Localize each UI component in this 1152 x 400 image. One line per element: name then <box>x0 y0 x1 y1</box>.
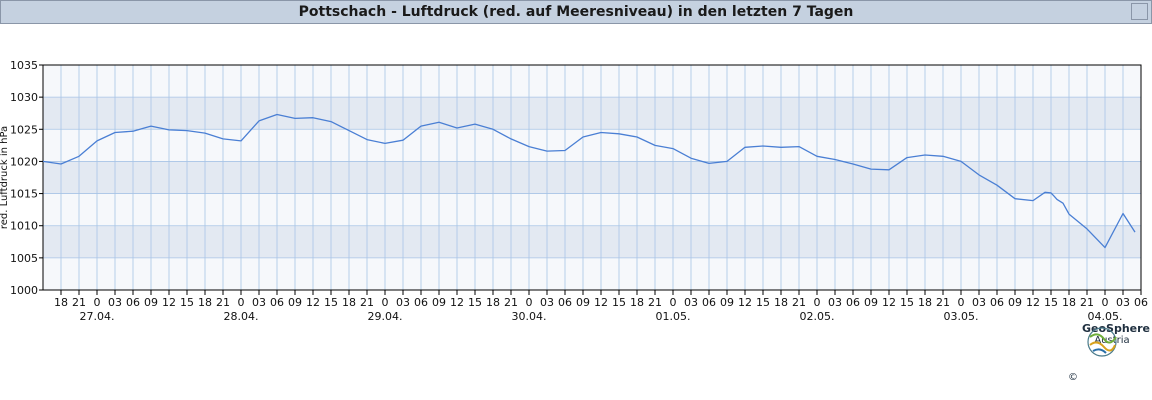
x-tick-label: 18 <box>342 296 356 309</box>
y-tick-label: 1015 <box>10 188 38 201</box>
title-bar: Pottschach - Luftdruck (red. auf Meeresn… <box>0 0 1152 24</box>
pressure-series-line <box>42 113 1136 249</box>
plot-frame <box>42 64 1142 291</box>
x-tick-label: 15 <box>468 296 482 309</box>
x-tick-label: 12 <box>882 296 896 309</box>
x-tick-label: 18 <box>54 296 68 309</box>
x-tick-label: 18 <box>774 296 788 309</box>
x-tick-label: 0 <box>94 296 101 309</box>
x-tick-label: 0 <box>238 296 245 309</box>
x-tick-label: 15 <box>900 296 914 309</box>
x-tick-label: 15 <box>1044 296 1058 309</box>
geosphere-logo: GeoSphere Austria <box>1082 322 1151 357</box>
x-tick-label: 12 <box>1026 296 1040 309</box>
copyright-symbol: © <box>1068 372 1078 383</box>
band <box>43 225 1141 258</box>
x-tick-label: 12 <box>738 296 752 309</box>
x-tick-label: 0 <box>814 296 821 309</box>
x-tick-label: 09 <box>1008 296 1022 309</box>
x-tick-label: 03 <box>108 296 122 309</box>
x-tick-label: 03 <box>396 296 410 309</box>
x-tick-label: 03 <box>540 296 554 309</box>
date-label: 04.05. <box>1088 310 1123 323</box>
x-tick-label: 21 <box>360 296 374 309</box>
x-tick-label: 03 <box>684 296 698 309</box>
y-tick-label: 1020 <box>10 155 38 168</box>
x-tick-label: 21 <box>1080 296 1094 309</box>
x-tick-label: 21 <box>936 296 950 309</box>
x-tick-label: 06 <box>558 296 572 309</box>
x-tick-label: 09 <box>720 296 734 309</box>
chart-title: Pottschach - Luftdruck (red. auf Meeresn… <box>298 4 854 20</box>
x-tick-label: 18 <box>486 296 500 309</box>
date-label: 30.04. <box>512 310 547 323</box>
x-tick-label: 18 <box>630 296 644 309</box>
band <box>43 97 1141 130</box>
logo-name: GeoSphere <box>1082 322 1151 335</box>
x-tick-label: 06 <box>126 296 140 309</box>
date-label: 01.05. <box>656 310 691 323</box>
x-tick-label: 12 <box>450 296 464 309</box>
x-tick-label: 06 <box>270 296 284 309</box>
geosphere-logo-icon <box>1087 327 1117 357</box>
x-tick-label: 21 <box>792 296 806 309</box>
x-tick-label: 09 <box>576 296 590 309</box>
band <box>43 161 1141 194</box>
x-tick-label: 03 <box>1116 296 1130 309</box>
y-tick-label: 1035 <box>10 59 38 72</box>
y-tick-label: 1025 <box>10 123 38 136</box>
x-tick-label: 15 <box>612 296 626 309</box>
x-tick-label: 09 <box>432 296 446 309</box>
x-tick-label: 12 <box>162 296 176 309</box>
date-label: 02.05. <box>800 310 835 323</box>
x-tick-label: 0 <box>382 296 389 309</box>
x-tick-label: 0 <box>670 296 677 309</box>
x-tick-label: 09 <box>288 296 302 309</box>
x-tick-label: 06 <box>702 296 716 309</box>
x-tick-label: 06 <box>414 296 428 309</box>
x-tick-label: 15 <box>324 296 338 309</box>
x-tick-label: 06 <box>1134 296 1148 309</box>
x-tick-label: 12 <box>306 296 320 309</box>
x-tick-label: 21 <box>72 296 86 309</box>
x-tick-label: 21 <box>504 296 518 309</box>
x-tick-label: 0 <box>526 296 533 309</box>
x-tick-label: 18 <box>198 296 212 309</box>
date-label: 29.04. <box>368 310 403 323</box>
y-tick-label: 1000 <box>10 284 38 297</box>
x-tick-label: 06 <box>990 296 1004 309</box>
x-tick-label: 06 <box>846 296 860 309</box>
x-tick-label: 18 <box>1062 296 1076 309</box>
y-tick-label: 1005 <box>10 252 38 265</box>
date-label: 27.04. <box>80 310 115 323</box>
window-close-button[interactable] <box>1131 3 1148 20</box>
y-axis-label: red. Luftdruck in hPa <box>0 126 10 229</box>
x-tick-label: 21 <box>216 296 230 309</box>
date-label: 03.05. <box>944 310 979 323</box>
date-label: 28.04. <box>224 310 259 323</box>
x-tick-label: 03 <box>252 296 266 309</box>
x-tick-label: 12 <box>594 296 608 309</box>
x-tick-label: 21 <box>648 296 662 309</box>
x-tick-label: 15 <box>180 296 194 309</box>
x-tick-label: 15 <box>756 296 770 309</box>
x-tick-label: 03 <box>828 296 842 309</box>
y-tick-label: 1030 <box>10 91 38 104</box>
x-tick-label: 09 <box>144 296 158 309</box>
x-tick-label: 0 <box>958 296 965 309</box>
x-tick-label: 18 <box>918 296 932 309</box>
x-tick-label: 0 <box>1102 296 1109 309</box>
x-tick-label: 09 <box>864 296 878 309</box>
y-tick-label: 1010 <box>10 220 38 233</box>
x-tick-label: 03 <box>972 296 986 309</box>
